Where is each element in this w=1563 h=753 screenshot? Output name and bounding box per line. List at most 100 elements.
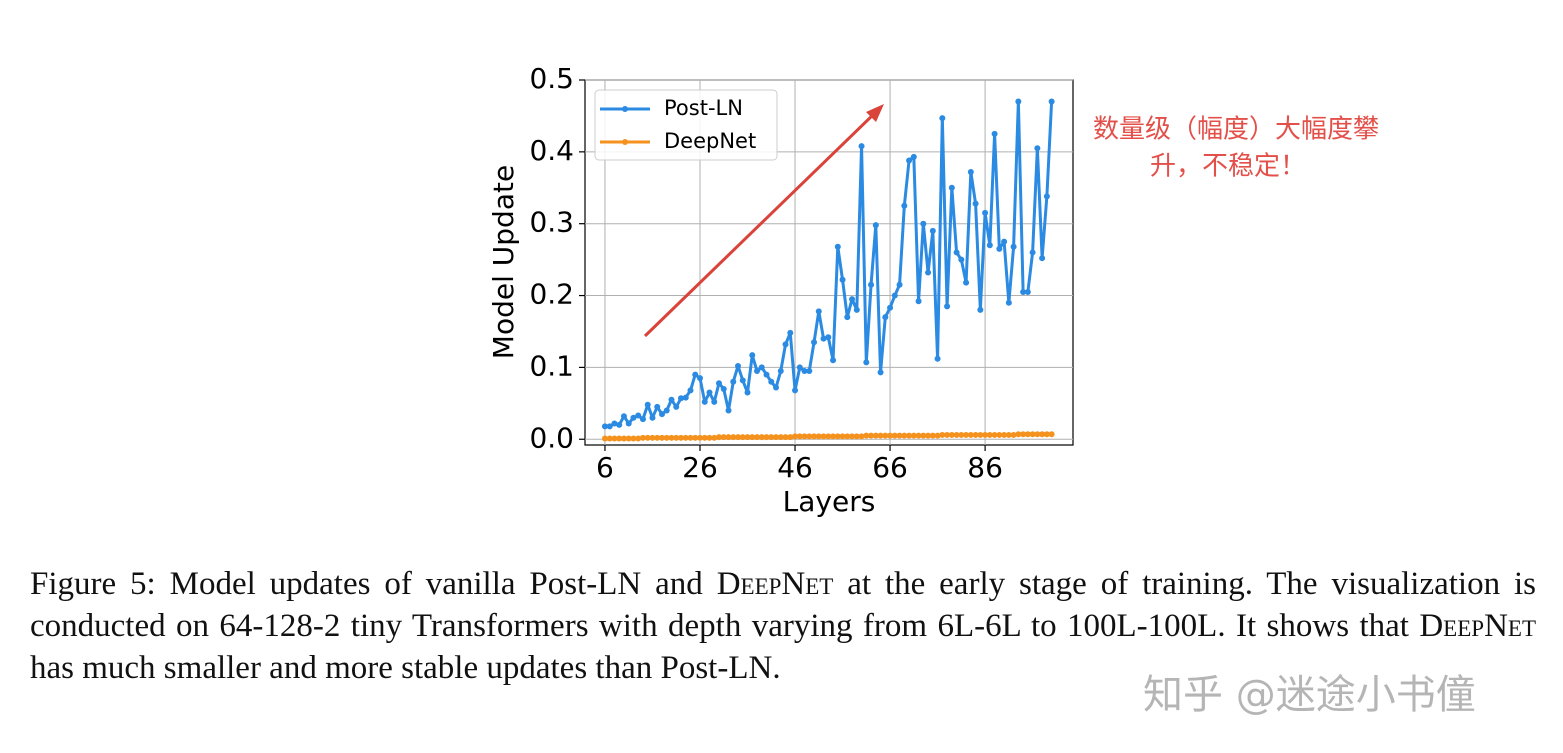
point <box>1034 145 1041 152</box>
point <box>967 431 974 438</box>
point <box>668 434 675 441</box>
point <box>758 434 765 441</box>
point <box>1020 431 1027 438</box>
point <box>644 401 651 408</box>
point <box>982 431 989 438</box>
point <box>834 433 841 440</box>
point <box>692 434 699 441</box>
point <box>658 411 665 418</box>
point <box>906 157 913 164</box>
point <box>839 433 846 440</box>
legend: Post-LN DeepNet <box>600 96 756 153</box>
point <box>1005 431 1012 438</box>
x-tick-label: 46 <box>777 451 813 484</box>
point <box>654 434 661 441</box>
point <box>934 432 941 439</box>
point <box>1048 98 1055 105</box>
point <box>901 202 908 209</box>
point <box>739 377 746 384</box>
point <box>754 434 761 441</box>
point <box>910 153 917 160</box>
point <box>720 434 727 441</box>
point <box>972 200 979 207</box>
point <box>896 432 903 439</box>
point <box>763 434 770 441</box>
point <box>668 396 675 403</box>
x-tick-label: 66 <box>872 451 908 484</box>
y-tick-label: 0.4 <box>529 134 574 167</box>
x-tick-label: 26 <box>682 451 718 484</box>
point <box>706 434 713 441</box>
y-tick-label: 0.2 <box>529 278 574 311</box>
point <box>663 434 670 441</box>
point <box>796 364 803 371</box>
point <box>877 432 884 439</box>
point <box>1015 431 1022 438</box>
point <box>673 434 680 441</box>
point <box>986 431 993 438</box>
point <box>977 431 984 438</box>
point <box>863 432 870 439</box>
point <box>963 431 970 438</box>
point <box>863 359 870 366</box>
point <box>644 434 651 441</box>
point <box>1024 288 1031 295</box>
point <box>910 432 917 439</box>
point <box>811 433 818 440</box>
point <box>830 433 837 440</box>
point <box>991 130 998 137</box>
point <box>677 395 684 402</box>
point <box>720 385 727 392</box>
point <box>925 432 932 439</box>
point <box>711 398 718 405</box>
point <box>996 431 1003 438</box>
point <box>687 387 694 394</box>
point <box>787 329 794 336</box>
point <box>730 378 737 385</box>
point <box>620 413 627 420</box>
point <box>953 249 960 256</box>
point <box>1029 431 1036 438</box>
point <box>834 243 841 250</box>
point <box>635 412 642 419</box>
point <box>754 367 761 374</box>
point <box>777 367 784 374</box>
point <box>1029 249 1036 256</box>
point <box>1043 193 1050 200</box>
point <box>682 394 689 401</box>
point <box>953 431 960 438</box>
caption-text: DeepNet <box>716 566 834 602</box>
arrow <box>643 110 878 338</box>
point <box>787 434 794 441</box>
point <box>673 403 680 410</box>
caption-text: DeepNet <box>1419 608 1536 644</box>
point <box>715 380 722 387</box>
point <box>711 434 718 441</box>
point <box>801 367 808 374</box>
point <box>967 168 974 175</box>
point <box>696 434 703 441</box>
point <box>948 431 955 438</box>
point <box>844 314 851 321</box>
caption: Figure 5: Model updates of vanilla Post-… <box>30 563 1536 689</box>
point <box>687 434 694 441</box>
point <box>611 420 618 427</box>
point <box>782 341 789 348</box>
point <box>639 434 646 441</box>
point <box>811 339 818 346</box>
point <box>825 433 832 440</box>
point <box>606 435 613 442</box>
point <box>929 432 936 439</box>
point <box>658 434 665 441</box>
point <box>934 355 941 362</box>
point <box>901 432 908 439</box>
point <box>1010 243 1017 250</box>
annotation: 数量级（幅度）大幅度攀 <box>1093 115 1379 145</box>
point <box>625 435 632 442</box>
point <box>706 389 713 396</box>
point <box>1043 431 1050 438</box>
point <box>1005 299 1012 306</box>
point <box>820 335 827 342</box>
legend-label: DeepNet <box>664 129 756 153</box>
